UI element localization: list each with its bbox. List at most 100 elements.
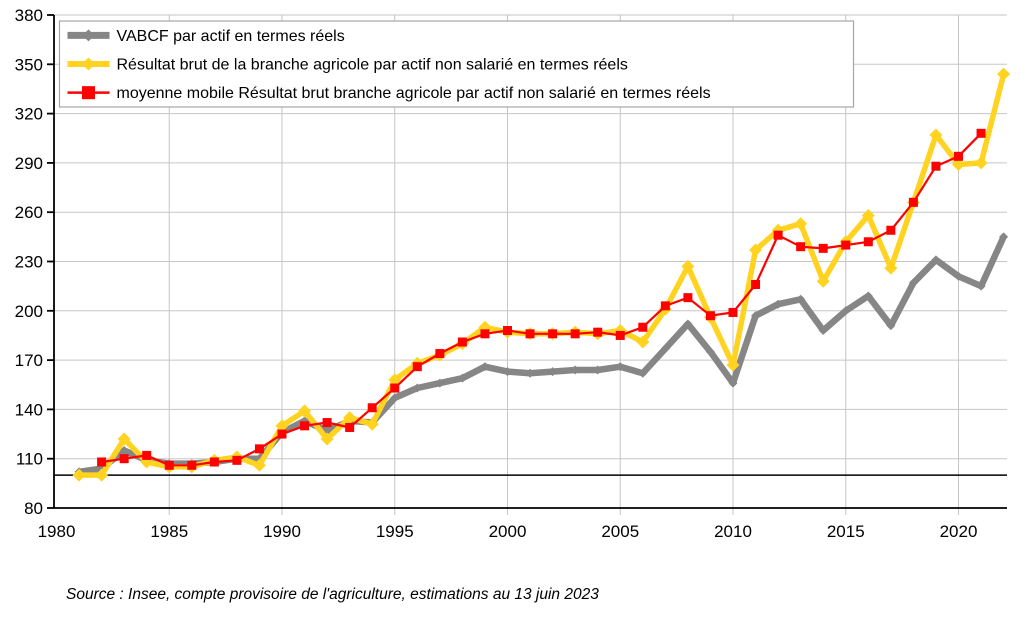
x-tick-label: 1990 bbox=[263, 522, 301, 541]
data-point-diamond bbox=[252, 458, 266, 472]
data-point-diamond bbox=[863, 291, 873, 301]
y-tick-label: 140 bbox=[15, 400, 43, 419]
data-point-square bbox=[908, 197, 918, 207]
x-tick-label: 1985 bbox=[150, 522, 188, 541]
series-0 bbox=[74, 232, 1009, 477]
data-point-square bbox=[728, 307, 738, 317]
data-point-square bbox=[480, 329, 490, 339]
data-point-square bbox=[390, 383, 400, 393]
data-point-diamond bbox=[343, 411, 357, 425]
legend-label: moyenne mobile Résultat brut branche agr… bbox=[117, 85, 711, 102]
data-point-square bbox=[164, 460, 174, 470]
data-point-diamond bbox=[976, 281, 986, 291]
data-point-square bbox=[841, 240, 851, 250]
data-point-square bbox=[97, 457, 107, 467]
data-point-diamond bbox=[954, 271, 963, 281]
legend: VABCF par actif en termes réels Résultat … bbox=[58, 20, 855, 108]
data-point-square bbox=[142, 450, 152, 460]
data-point-diamond bbox=[884, 261, 898, 275]
data-point-diamond bbox=[681, 259, 695, 273]
data-point-diamond bbox=[593, 365, 603, 375]
series-1 bbox=[72, 67, 1011, 482]
legend-label: VABCF par actif en termes réels bbox=[117, 28, 345, 45]
x-tick-label: 1980 bbox=[38, 522, 76, 541]
data-point-diamond bbox=[503, 367, 512, 377]
data-point-diamond bbox=[728, 378, 738, 388]
y-tick-label: 350 bbox=[15, 55, 43, 74]
data-point-diamond bbox=[773, 299, 783, 309]
data-point-square bbox=[457, 337, 467, 347]
data-point-square bbox=[615, 330, 625, 340]
data-point-square bbox=[254, 444, 264, 454]
series-line-0 bbox=[75, 233, 1007, 476]
data-point-square bbox=[863, 237, 873, 247]
x-tick-label: 1995 bbox=[376, 522, 414, 541]
data-point-square bbox=[886, 225, 896, 235]
data-point-diamond bbox=[886, 321, 896, 331]
data-point-diamond bbox=[72, 468, 86, 482]
data-point-square bbox=[345, 422, 355, 432]
data-point-square bbox=[818, 243, 828, 253]
data-point-square bbox=[593, 327, 603, 337]
data-point-square bbox=[300, 421, 310, 431]
data-point-diamond bbox=[82, 29, 95, 42]
data-point-diamond bbox=[390, 393, 400, 403]
data-point-square bbox=[367, 403, 377, 413]
data-point-square bbox=[660, 301, 670, 311]
data-point-diamond bbox=[117, 432, 131, 446]
data-point-square bbox=[548, 329, 558, 339]
data-point-square bbox=[187, 460, 197, 470]
data-point-diamond bbox=[119, 445, 129, 455]
data-point-diamond bbox=[999, 232, 1009, 242]
y-tick-label: 200 bbox=[15, 302, 43, 321]
data-point-diamond bbox=[929, 128, 943, 142]
x-tick-label: 2015 bbox=[827, 522, 865, 541]
data-point-square bbox=[322, 418, 332, 428]
data-point-diamond bbox=[796, 294, 806, 304]
data-point-square bbox=[705, 311, 715, 321]
y-tick-label: 170 bbox=[15, 351, 43, 370]
data-point-diamond bbox=[298, 404, 312, 418]
legend-box bbox=[58, 20, 855, 108]
data-point-square bbox=[751, 280, 761, 290]
data-point-diamond bbox=[997, 67, 1011, 81]
data-point-diamond bbox=[412, 383, 422, 393]
x-tick-label: 2005 bbox=[601, 522, 639, 541]
data-point-diamond bbox=[95, 468, 109, 482]
data-point-square bbox=[119, 454, 129, 464]
data-point-square bbox=[277, 429, 287, 439]
data-point-diamond bbox=[570, 365, 580, 375]
data-point-diamond bbox=[660, 344, 670, 354]
data-point-square bbox=[570, 329, 580, 339]
data-point-diamond bbox=[952, 158, 965, 172]
y-tick-label: 260 bbox=[15, 203, 43, 222]
data-point-square bbox=[954, 151, 963, 161]
data-point-diamond bbox=[388, 373, 402, 387]
data-point-square bbox=[931, 161, 941, 171]
legend-item-2: moyenne mobile Résultat brut branche agr… bbox=[67, 85, 711, 102]
data-point-square bbox=[435, 349, 445, 359]
data-point-square bbox=[412, 362, 422, 372]
data-point-diamond bbox=[974, 156, 988, 170]
data-point-diamond bbox=[841, 306, 851, 316]
y-tick-label: 230 bbox=[15, 253, 43, 272]
data-point-square bbox=[82, 86, 95, 100]
y-tick-label: 80 bbox=[24, 499, 43, 518]
data-point-square bbox=[773, 230, 783, 240]
data-point-diamond bbox=[861, 208, 875, 222]
data-point-diamond bbox=[525, 368, 535, 378]
series-line-2 bbox=[100, 132, 983, 467]
data-point-diamond bbox=[615, 362, 625, 372]
data-point-diamond bbox=[816, 274, 830, 288]
data-point-diamond bbox=[548, 367, 558, 377]
legend-item-1: Résultat brut de la branche agricole par… bbox=[67, 57, 628, 74]
data-point-square bbox=[638, 322, 648, 332]
data-point-diamond bbox=[794, 217, 808, 231]
data-point-diamond bbox=[751, 311, 761, 321]
legend-label: Résultat brut de la branche agricole par… bbox=[117, 57, 628, 74]
data-point-diamond bbox=[82, 57, 95, 71]
y-tick-label: 290 bbox=[15, 154, 43, 173]
source-note: Source : Insee, compte provisoire de l'a… bbox=[66, 586, 599, 603]
